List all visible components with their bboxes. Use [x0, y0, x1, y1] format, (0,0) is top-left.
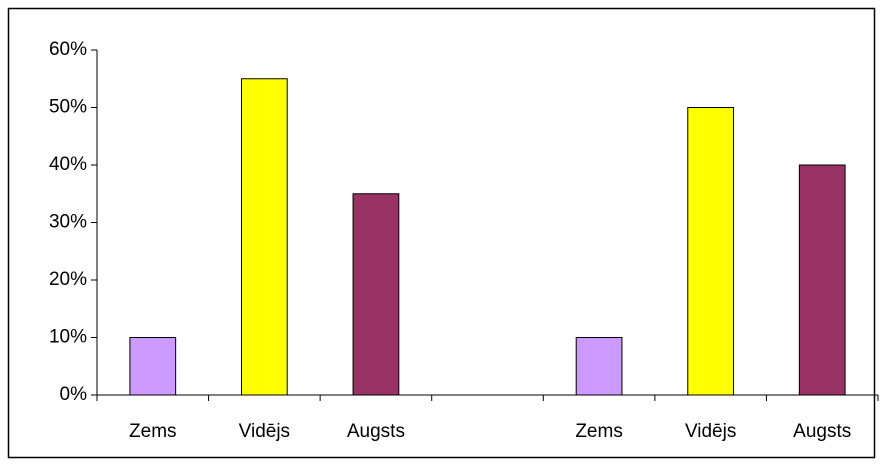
y-tick-label: 30% — [49, 212, 87, 233]
bar — [687, 107, 735, 396]
y-tick-label: 10% — [49, 327, 87, 348]
y-tick-label: 20% — [49, 269, 87, 290]
bar — [352, 193, 400, 396]
x-tick-label: Augsts — [793, 421, 851, 442]
bar — [798, 164, 846, 396]
x-tick-label: Augsts — [347, 421, 405, 442]
x-tick-label: Vidējs — [239, 421, 290, 442]
y-tick-label: 50% — [49, 97, 87, 118]
bar — [129, 337, 177, 396]
x-tick-label: Vidējs — [685, 421, 736, 442]
y-tick-label: 60% — [49, 39, 87, 60]
x-tick-label: Zems — [129, 421, 177, 442]
y-tick-label: 40% — [49, 154, 87, 175]
bar — [575, 337, 623, 396]
x-tick-label: Zems — [575, 421, 623, 442]
y-tick-label: 0% — [60, 384, 88, 405]
bar — [240, 78, 288, 396]
